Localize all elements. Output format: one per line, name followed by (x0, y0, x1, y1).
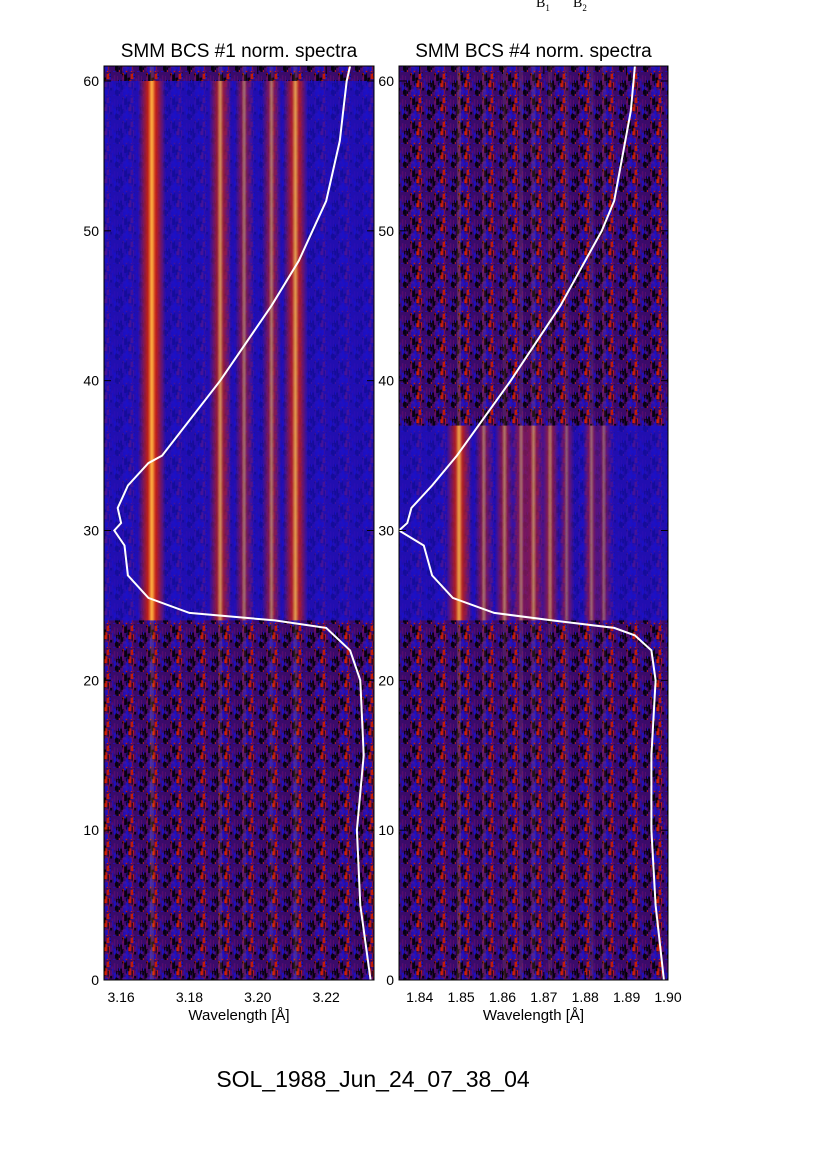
x-tick-label: 3.18 (176, 989, 203, 1005)
x-tick-label: 1.87 (530, 989, 557, 1005)
y-tick-label: 20 (83, 672, 99, 688)
x-tick-label: 1.85 (447, 989, 474, 1005)
emission-line-faint (589, 66, 594, 980)
y-tick-label: 0 (91, 972, 99, 988)
y-tick-label: 10 (378, 822, 394, 838)
y-tick-label: 0 (386, 972, 394, 988)
emission-line-faint (564, 66, 569, 980)
x-axis-label: Wavelength [Å] (188, 1007, 289, 1024)
panel-bcs4: SMM BCS #4 norm. spectra 0 10 20 30 40 50 60 1.8… (378, 41, 681, 1024)
panel-bcs1: SMM BCS #1 norm. spectra 0 10 20 30 40 50 60 3.1… (83, 41, 375, 1024)
emission-line (137, 80, 166, 621)
x-tick-label: 3.22 (313, 989, 340, 1005)
footer-event-label: SOL_1988_Jun_24_07_38_04 (216, 1066, 530, 1092)
x-tick-label: 1.89 (613, 989, 640, 1005)
emission-line-faint (269, 66, 274, 980)
x-axis-label: Wavelength [Å] (483, 1007, 584, 1024)
y-tick-label: 40 (83, 373, 99, 389)
emission-line (523, 425, 544, 621)
emission-line-faint (218, 66, 223, 980)
top-label-b1: B1 (536, 0, 550, 13)
emission-line (208, 80, 232, 621)
emission-line (474, 425, 493, 621)
lightcurve-line (397, 65, 665, 981)
y-tick-label: 60 (83, 73, 99, 89)
x-tick-label: 1.88 (572, 989, 599, 1005)
emission-line (540, 425, 560, 621)
emission-line (235, 80, 254, 621)
emission-line-faint (481, 66, 486, 980)
y-tick-label: 50 (378, 223, 394, 239)
emission-line (595, 425, 612, 621)
emission-line-faint (149, 66, 154, 980)
y-tick-label: 10 (83, 822, 99, 838)
panel-title: SMM BCS #4 norm. spectra (415, 41, 652, 62)
y-tick-label: 40 (378, 373, 394, 389)
emission-line-faint (242, 66, 247, 980)
emission-line-faint (548, 66, 553, 980)
emission-line (283, 80, 308, 621)
y-tick-label: 60 (378, 73, 394, 89)
emission-line-faint (601, 66, 606, 980)
y-tick-label: 20 (378, 672, 394, 688)
emission-line (261, 80, 282, 621)
x-tick-label: 3.16 (107, 989, 134, 1005)
emission-line-faint (531, 66, 536, 980)
x-tick-label: 1.86 (489, 989, 516, 1005)
emission-line-faint (502, 66, 507, 980)
panel-title: SMM BCS #1 norm. spectra (121, 41, 358, 62)
y-tick-label: 50 (83, 223, 99, 239)
emission-line-faint (519, 66, 524, 980)
x-tick-label: 3.20 (244, 989, 271, 1005)
emission-line-faint (293, 66, 298, 980)
emission-line (558, 425, 575, 621)
plot-frame (398, 65, 669, 981)
emission-line-faint (457, 66, 462, 980)
top-label-b2: B2 (573, 0, 587, 13)
x-tick-label: 1.90 (654, 989, 681, 1005)
plot-frame (103, 65, 375, 981)
emission-line (582, 425, 600, 621)
y-tick-label: 30 (83, 522, 99, 538)
y-tick-label: 30 (378, 522, 394, 538)
emission-line (494, 425, 515, 621)
emission-line (446, 425, 472, 621)
lightcurve-line (113, 65, 372, 981)
x-tick-label: 1.84 (406, 989, 433, 1005)
